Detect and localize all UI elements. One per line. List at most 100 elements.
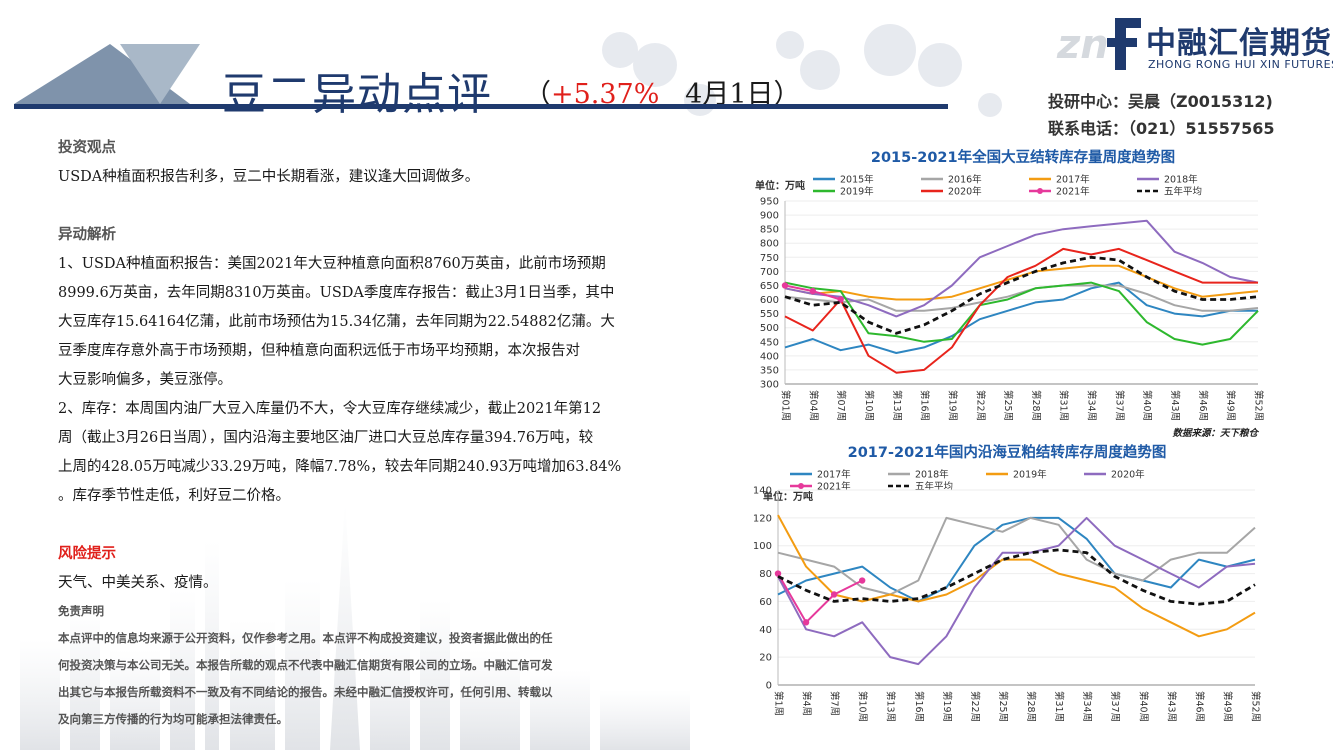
y-tick-label: 300 [760, 380, 779, 391]
x-tick-label: 第46周 [1193, 691, 1205, 722]
analysis-line: 。库存季节性走低，利好豆二价格。 [58, 488, 290, 504]
x-tick-label: 第40周 [1137, 691, 1149, 722]
x-tick-label: 第10周 [857, 691, 869, 722]
legend-label: 2021年 [1056, 186, 1090, 198]
report-body: 投资观点 USDA种植面积报告利多，豆二中长期看涨，建议逢大回调做多。 异动解析… [58, 134, 718, 733]
contact-department: 投研中心：吴晨（Z0015312) [1048, 92, 1273, 111]
x-tick-label: 第34周 [1081, 691, 1093, 722]
source-label: 数据来源：天下粮仓 [1172, 427, 1259, 439]
disclaimer: 免责声明 本点评中的信息均来源于公开资料，仅作参考之用。本点评不构成投资建议，投… [58, 598, 718, 733]
legend-label: 2020年 [1111, 469, 1145, 481]
legend-label: 2018年 [1164, 174, 1198, 186]
legend-marker [798, 483, 804, 489]
header-triangle-decoration [14, 44, 200, 104]
y-tick-label: 850 [760, 225, 779, 236]
series-line [777, 573, 863, 624]
legend-label: 2016年 [948, 174, 982, 186]
city-skyline-watermark [20, 500, 690, 750]
x-tick-label: 第19周 [941, 691, 953, 722]
y-tick-label: 550 [760, 309, 779, 320]
data-point [837, 296, 844, 303]
x-tick-label: 第52周 [1253, 390, 1265, 421]
x-tick-label: 第46周 [1197, 390, 1209, 421]
analysis-line: 8999.6万英亩，去年同期8310万英亩。USDA季度库存报告：截止3月1日当… [58, 285, 615, 301]
series-line [784, 219, 1259, 318]
series-line [784, 281, 1259, 346]
legend-label: 2020年 [948, 186, 982, 198]
analysis-line: 大豆影响偏多，美豆涨停。 [58, 372, 232, 388]
y-tick-label: 60 [759, 597, 772, 608]
svg-text:zn: zn [1056, 22, 1109, 68]
contact-phone: 联系电话：（021）51557565 [1048, 119, 1275, 138]
y-tick-label: 20 [759, 653, 772, 664]
series-line [784, 284, 1259, 312]
series-line [784, 255, 1259, 335]
analysis-line: 周（截止3月26日当周），国内沿海主要地区油厂进口大豆总库存量394.76万吨，… [58, 430, 594, 446]
section-heading-view: 投资观点 [58, 140, 116, 156]
title-divider [14, 104, 948, 109]
series-line [784, 247, 1258, 374]
chart-title: 2015-2021年全国大豆结转库存量周度趋势图 [871, 148, 1175, 166]
x-tick-label: 第16周 [919, 390, 931, 421]
y-tick-label: 350 [760, 365, 779, 376]
disclaimer-line: 及向第三方传播的行为均可能承担法律责任。 [58, 712, 288, 726]
section-heading-analysis: 异动解析 [58, 227, 116, 243]
x-tick-label: 第16周 [913, 691, 925, 722]
data-point [830, 591, 838, 598]
y-tick-label: 650 [760, 281, 779, 292]
analysis-line: 1、USDA种植面积报告：美国2021年大豆种植意向面积8760万英亩，此前市场… [58, 256, 606, 272]
view-text: USDA种植面积报告利多，豆二中长期看涨，建议逢大回调做多。 [58, 169, 480, 185]
y-tick-label: 0 [766, 681, 772, 692]
x-tick-label: 第22周 [969, 691, 981, 722]
x-tick-label: 第13周 [891, 390, 903, 421]
legend-marker [1037, 188, 1043, 194]
x-tick-label: 第1周 [773, 691, 785, 716]
y-tick-label: 120 [753, 513, 772, 524]
y-tick-label: 40 [759, 625, 772, 636]
legend-label: 2017年 [1056, 174, 1090, 186]
x-tick-label: 第52周 [1250, 691, 1262, 722]
x-tick-label: 第10周 [863, 390, 875, 421]
company-logo-mark: zn [1056, 18, 1141, 70]
y-tick-label: 900 [760, 211, 779, 222]
y-tick-label: 450 [760, 337, 779, 348]
legend-label: 2019年 [840, 186, 874, 198]
legend-label: 2015年 [840, 174, 874, 186]
x-tick-label: 第07周 [835, 390, 847, 421]
x-tick-label: 第43周 [1165, 691, 1177, 722]
x-tick-label: 第01周 [780, 390, 792, 421]
data-point [802, 619, 810, 626]
legend-label: 五年平均 [915, 481, 953, 493]
x-tick-label: 第34周 [1086, 390, 1098, 421]
legend-label: 2017年 [817, 469, 851, 481]
legend-label: 2021年 [817, 481, 851, 493]
legend-label: 五年平均 [1164, 186, 1202, 198]
x-tick-label: 第13周 [885, 691, 897, 722]
y-tick-label: 700 [760, 267, 779, 278]
disclaimer-line: 何投资决策与本公司无关。本报告所载的观点不代表中融汇信期货有限公司的立场。中融汇… [58, 658, 553, 672]
x-tick-label: 第37周 [1109, 691, 1121, 722]
x-tick-label: 第19周 [946, 390, 958, 421]
y-tick-label: 100 [753, 541, 772, 552]
y-tick-label: 800 [760, 239, 779, 250]
y-tick-label: 500 [760, 323, 779, 334]
x-tick-label: 第43周 [1169, 390, 1181, 421]
disclaimer-line: 出其它与本报告所载资料不一致及有不同结论的报告。未经中融汇信授权许可，任何引用、… [58, 685, 553, 699]
series-line [777, 516, 1256, 666]
logo-english-name: ZHONG RONG HUI XIN FUTURES [1148, 58, 1333, 71]
x-tick-label: 第31周 [1058, 390, 1070, 421]
data-point [781, 282, 789, 289]
x-tick-label: 第31周 [1053, 691, 1065, 722]
y-tick-label: 80 [759, 569, 772, 580]
x-tick-label: 第25周 [1002, 390, 1014, 421]
x-tick-label: 第37周 [1113, 390, 1125, 421]
logo-chinese-name: 中融汇信期货 [1146, 26, 1332, 61]
x-tick-label: 第22周 [974, 390, 986, 421]
soymeal-inventory-chart: 2017-2021年国内沿海豆粕结转库存周度趋势图 2017年 2018年 2019年… [753, 443, 1262, 722]
data-point [809, 287, 817, 295]
y-tick-label: 950 [760, 197, 779, 208]
analysis-line: 豆季度库存意外高于市场预期，但种植意向面积远低于市场平均预期，本次报告对 [58, 343, 580, 359]
data-point [858, 577, 866, 584]
y-tick-label: 750 [760, 253, 779, 264]
